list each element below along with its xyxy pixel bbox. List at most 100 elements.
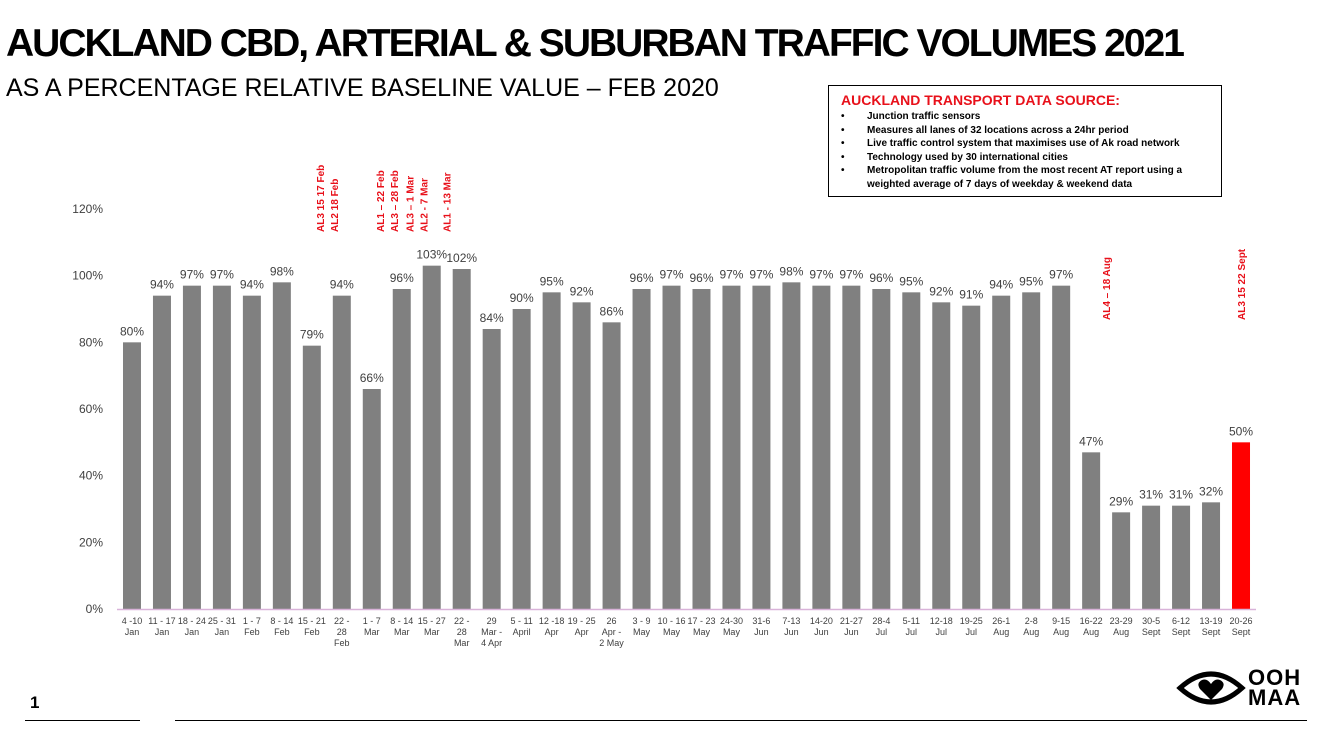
chart-bar bbox=[1052, 285, 1071, 609]
data-source-item-text: Technology used by 30 international citi… bbox=[867, 151, 1068, 163]
x-tick-label-line: 28-4 bbox=[872, 616, 890, 626]
alert-level-annotation: AL3 – 28 Feb bbox=[390, 170, 401, 232]
x-tick-label-line: Apr bbox=[575, 627, 589, 637]
y-tick-label: 0% bbox=[86, 602, 104, 616]
data-label: 96% bbox=[869, 271, 893, 285]
x-tick-label-line: 19-25 bbox=[960, 616, 983, 626]
y-tick-label: 20% bbox=[79, 535, 103, 549]
chart-bar bbox=[962, 305, 981, 609]
x-tick-label-line: Sept bbox=[1172, 627, 1191, 637]
data-label: 95% bbox=[1019, 274, 1043, 288]
chart-bar bbox=[992, 295, 1011, 609]
bullet-icon: • bbox=[841, 138, 845, 149]
data-source-item: • Technology used by 30 international cit… bbox=[841, 151, 1213, 165]
y-tick-label: 100% bbox=[72, 269, 103, 283]
x-tick-label-line: 10 - 16 bbox=[657, 616, 685, 626]
x-tick-label: 20-26 Sept bbox=[1229, 616, 1252, 637]
x-tick-label-line: 26-1 bbox=[992, 616, 1010, 626]
chart-bar bbox=[902, 292, 921, 609]
y-tick-label: 120% bbox=[72, 202, 103, 216]
data-label: 90% bbox=[510, 291, 534, 305]
x-tick-label: 15 - 27 Mar bbox=[418, 616, 446, 637]
x-tick-label-line: 14-20 bbox=[810, 616, 833, 626]
data-label: 84% bbox=[480, 311, 504, 325]
x-tick-label-line: 22 - bbox=[334, 616, 350, 626]
chart-bar bbox=[1232, 442, 1251, 609]
x-tick-label: 6-12 Sept bbox=[1172, 616, 1191, 637]
x-tick-label: 14-20 Jun bbox=[810, 616, 833, 637]
x-tick-label: 4 -10 Jan bbox=[122, 616, 143, 637]
x-tick-label-line: Mar bbox=[424, 627, 440, 637]
x-tick-label: 1 - 7 Feb bbox=[243, 616, 261, 637]
x-tick-label-line: Jul bbox=[906, 627, 918, 637]
x-tick-label: 11 - 17 Jan bbox=[148, 616, 175, 637]
x-tick-label: 19-25 Jul bbox=[960, 616, 983, 637]
chart-bar bbox=[1112, 512, 1131, 609]
logo-line-1: OOH bbox=[1248, 665, 1302, 690]
x-tick-label-line: Jun bbox=[784, 627, 799, 637]
data-source-heading: AUCKLAND TRANSPORT DATA SOURCE: bbox=[841, 92, 1120, 108]
x-tick-label-line: Aug bbox=[1083, 627, 1099, 637]
data-label: 95% bbox=[899, 274, 923, 288]
x-tick-label-line: May bbox=[663, 627, 681, 637]
x-tick-label: 2-8 Aug bbox=[1023, 616, 1039, 637]
x-tick-label-line: Aug bbox=[1053, 627, 1069, 637]
chart-bar bbox=[662, 285, 681, 609]
x-tick-label-line: 29 bbox=[487, 616, 497, 626]
x-tick-label: 23-29 Aug bbox=[1110, 616, 1133, 637]
chart-bar bbox=[572, 302, 591, 609]
x-tick-label-line: Jul bbox=[965, 627, 977, 637]
alert-level-annotation: AL2 - 7 Mar bbox=[420, 178, 431, 232]
chart-bar bbox=[782, 282, 801, 609]
x-tick-label: 1 - 7 Mar bbox=[363, 616, 381, 637]
x-tick-label-line: 9-15 bbox=[1052, 616, 1070, 626]
x-tick-label: 16-22 Aug bbox=[1080, 616, 1103, 637]
x-tick-label-line: 18 - 24 bbox=[178, 616, 206, 626]
chart-bar bbox=[722, 285, 741, 609]
chart-bar bbox=[272, 282, 291, 609]
x-tick-label-line: Feb bbox=[274, 627, 290, 637]
x-tick-label-line: Apr - bbox=[602, 627, 622, 637]
alert-level-annotation: AL3 15 17 Feb bbox=[316, 165, 327, 232]
data-source-item: • Live traffic control system that maximi… bbox=[841, 137, 1213, 151]
x-tick-label-line: 24-30 bbox=[720, 616, 743, 626]
chart-bar bbox=[932, 302, 951, 609]
x-tick-label: 3 - 9 May bbox=[633, 616, 651, 637]
data-label: 98% bbox=[779, 264, 803, 278]
x-tick-label: 25 - 31 Jan bbox=[208, 616, 236, 637]
chart-bar bbox=[632, 289, 651, 609]
data-label: 50% bbox=[1229, 424, 1253, 438]
x-tick-label-line: 28 bbox=[457, 627, 467, 637]
chart-bar bbox=[692, 289, 711, 609]
x-tick-label-line: 20-26 bbox=[1229, 616, 1252, 626]
x-tick-label-line: Aug bbox=[993, 627, 1009, 637]
chart-bar bbox=[182, 285, 201, 609]
y-tick-label: 40% bbox=[79, 469, 103, 483]
chart-bar bbox=[152, 295, 171, 609]
x-tick-label: 5 - 11 April bbox=[510, 616, 532, 637]
data-label: 96% bbox=[390, 271, 414, 285]
data-label: 97% bbox=[749, 268, 773, 282]
bullet-icon: • bbox=[841, 124, 845, 136]
data-label: 94% bbox=[989, 278, 1013, 292]
x-tick-label-line: May bbox=[723, 627, 741, 637]
bullet-icon: • bbox=[841, 165, 845, 176]
data-source-item: • Measures all lanes of 32 locations acro… bbox=[841, 124, 1213, 138]
x-tick-label: 12 -18 Apr bbox=[539, 616, 565, 637]
x-tick-label-line: 8 - 14 bbox=[270, 616, 293, 626]
y-tick-label: 60% bbox=[79, 402, 103, 416]
chart-bar bbox=[1172, 505, 1191, 609]
data-source-item-text: Junction traffic sensors bbox=[867, 111, 981, 122]
chart-bar bbox=[392, 289, 411, 609]
x-tick-label-line: Mar bbox=[394, 627, 410, 637]
chart-bar bbox=[1022, 292, 1041, 609]
x-tick-label-line: 12-18 bbox=[930, 616, 953, 626]
alert-level-annotation: AL1 - 13 Mar bbox=[443, 172, 454, 232]
alert-level-annotation: AL1 – 22 Feb bbox=[376, 170, 387, 232]
page-number: 1 bbox=[30, 693, 40, 712]
x-tick-label-line: 3 - 9 bbox=[633, 616, 651, 626]
data-label: 66% bbox=[360, 371, 384, 385]
data-label: 97% bbox=[719, 268, 743, 282]
x-tick-label-line: May bbox=[633, 627, 651, 637]
x-tick-label-line: Jan bbox=[185, 627, 200, 637]
